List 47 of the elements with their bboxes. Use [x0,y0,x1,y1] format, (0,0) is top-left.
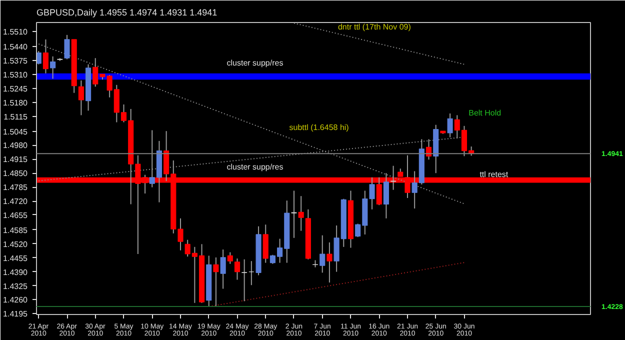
candlestick [78,80,84,116]
candlestick [248,260,254,286]
candlestick [36,50,42,65]
candlestick [298,196,304,232]
candlestick [390,165,396,190]
y-tick-label: 1.5440 [3,42,28,52]
candlestick [447,112,453,138]
annotation: Belt Hold [468,108,502,118]
y-tick-label: 1.5510 [3,28,28,37]
candlestick [383,172,389,219]
y-tick-label: 1.4260 [3,296,28,305]
y-tick-label: 1.5115 [4,112,28,122]
candlestick [326,242,332,284]
y-tick-label: 1.4980 [3,141,28,150]
y-tick-label: 1.4325 [3,282,28,291]
y-tick-label: 1.4455 [3,254,28,263]
y-tick-label: 1.5045 [3,127,28,136]
candlestick [234,258,240,280]
y-tick-label: 1.4720 [3,197,28,206]
candlestick [312,260,318,268]
candlestick [42,38,49,74]
y-tick-label: 1.4390 [3,268,28,277]
y-tick-label: 1.4585 [3,226,28,235]
annotation: subttl (1.6458 hi) [289,123,350,132]
y-tick-label: 1.4915 [3,155,28,164]
candlestick [50,56,56,80]
y-tick-label: 1.4655 [3,210,28,220]
band-label: cluster supp/res [226,58,284,68]
y-tick-label: 1.4520 [3,240,28,249]
y-tick-label: 1.5310 [3,70,28,80]
candlestick [213,256,219,306]
y-tick-label: 1.5375 [3,56,28,66]
y-tick-label: 1.4850 [3,169,28,178]
candlestick [64,34,70,60]
y-tick-label: 1.5180 [3,98,28,108]
text: ttl retest [480,170,509,179]
candlestick [320,234,326,274]
y-tick-label: 1.5245 [3,84,28,94]
candlestick [227,252,233,264]
y-tick-label: 1.4785 [3,183,28,192]
annotation: dntr ttl (17th Nov 09) [338,22,412,32]
candlestick [220,248,226,290]
candlestick [242,258,248,302]
chart-title: GBPUSD,Daily 1.4955 1.4974 1.4931 1.4941 [36,8,218,18]
band-label: cluster supp/res [226,162,284,172]
candlestick [291,190,297,238]
y-tick-label: 1.4195 [3,310,28,319]
